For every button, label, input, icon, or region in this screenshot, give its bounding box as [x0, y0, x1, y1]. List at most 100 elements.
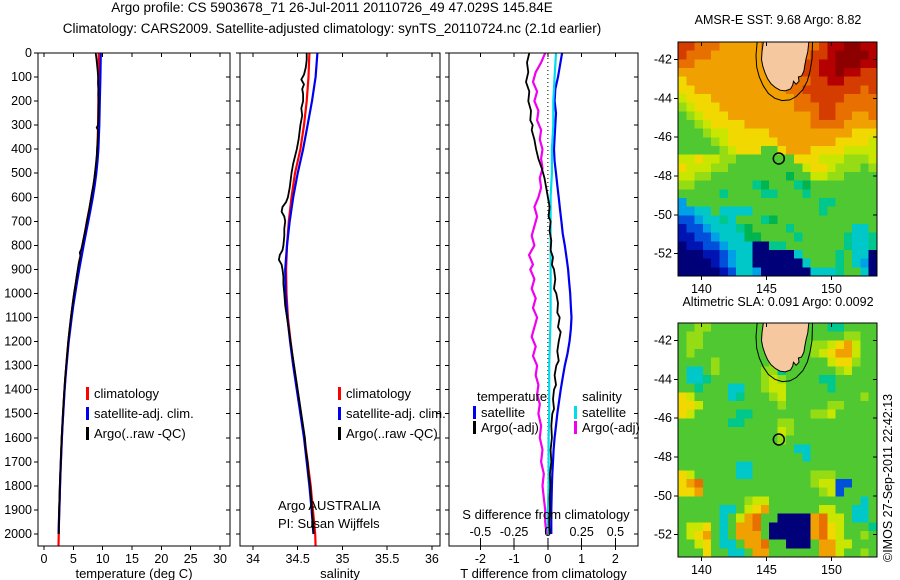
- svg-text:-1: -1: [509, 552, 520, 566]
- float-position-marker: [772, 433, 786, 446]
- svg-text:34: 34: [246, 552, 260, 566]
- svg-text:satellite: satellite: [582, 405, 626, 420]
- svg-text:-50: -50: [654, 489, 672, 503]
- svg-text:-44: -44: [654, 372, 672, 386]
- legend-swatch: [86, 387, 89, 400]
- svg-text:700: 700: [11, 214, 32, 228]
- temperature-panel: 0100200300400500600700800900100011001200…: [4, 46, 231, 580]
- svg-text:Argo(..raw -QC): Argo(..raw -QC): [94, 426, 186, 441]
- float-position-marker: [772, 152, 786, 165]
- legend-swatch: [338, 407, 341, 420]
- svg-text:satellite-adj. clim.: satellite-adj. clim.: [346, 406, 446, 421]
- svg-text:0.25: 0.25: [569, 525, 593, 539]
- svg-text:500: 500: [11, 166, 32, 180]
- svg-text:5: 5: [70, 552, 77, 566]
- svg-text:1400: 1400: [4, 383, 32, 397]
- svg-text:25: 25: [184, 552, 198, 566]
- svg-text:satellite-adj. clim.: satellite-adj. clim.: [94, 406, 194, 421]
- svg-text:140: 140: [691, 563, 712, 577]
- svg-text:temperature: temperature: [477, 389, 547, 404]
- svg-text:150: 150: [821, 563, 842, 577]
- svg-text:600: 600: [11, 190, 32, 204]
- svg-text:climatology: climatology: [346, 386, 412, 401]
- svg-text:100: 100: [11, 70, 32, 84]
- sla-map: 140 145 150 -42 -44 -46 -48 -50 -52: [654, 322, 878, 577]
- series-climatology: [57, 52, 100, 547]
- difference-panel: -2 -1 0 1 2T difference from climatology temp…: [445, 52, 640, 580]
- svg-text:145: 145: [756, 563, 777, 577]
- svg-text:1: 1: [578, 552, 585, 566]
- series-argo-raw: [277, 53, 315, 535]
- svg-text:15: 15: [125, 552, 139, 566]
- series-argo-T-diff: [525, 52, 562, 535]
- svg-text:300: 300: [11, 118, 32, 132]
- svg-text:-52: -52: [654, 528, 672, 542]
- tasmania-land: [760, 323, 810, 373]
- svg-text:salinity: salinity: [320, 566, 360, 580]
- svg-text:10: 10: [96, 552, 110, 566]
- page-title: Argo profile: CS 5903678_71 26-Jul-2011 …: [111, 0, 553, 15]
- legend-swatch: [473, 421, 476, 434]
- svg-text:1500: 1500: [4, 407, 32, 421]
- svg-text:35: 35: [336, 552, 350, 566]
- legend-swatch: [473, 406, 476, 419]
- series-argo-raw: [57, 52, 100, 535]
- svg-text:150: 150: [821, 282, 842, 296]
- sst-map: 140 145 150 -42 -44 -46 -48 -50 -52: [654, 41, 878, 296]
- svg-text:1600: 1600: [4, 431, 32, 445]
- svg-text:-52: -52: [654, 247, 672, 261]
- tasmania-land: [760, 42, 810, 92]
- legend-swatch: [574, 406, 577, 419]
- svg-text:Argo AUSTRALIA: Argo AUSTRALIA: [278, 498, 381, 513]
- legend-swatch: [86, 427, 89, 440]
- svg-text:salinity: salinity: [582, 389, 622, 404]
- salinity-panel: 34 34.5 35 35.5 36 salinity climatology satelli…: [236, 52, 446, 580]
- svg-text:-50: -50: [654, 208, 672, 222]
- svg-text:0: 0: [544, 552, 551, 566]
- svg-text:Argo(-adj): Argo(-adj): [582, 420, 640, 435]
- svg-text:-46: -46: [654, 130, 672, 144]
- svg-text:satellite: satellite: [481, 405, 525, 420]
- svg-text:S difference from climatology: S difference from climatology: [462, 507, 630, 522]
- svg-text:1800: 1800: [4, 479, 32, 493]
- coast-contour: [755, 323, 814, 383]
- svg-text:30: 30: [213, 552, 227, 566]
- series-argo-S-diff: [527, 52, 548, 535]
- svg-text:800: 800: [11, 238, 32, 252]
- svg-text:-46: -46: [654, 411, 672, 425]
- svg-text:PI: Susan Wijffels: PI: Susan Wijffels: [278, 516, 380, 531]
- svg-text:0: 0: [544, 525, 551, 539]
- svg-text:-2: -2: [475, 552, 486, 566]
- sst-map-title: AMSR-E SST: 9.68 Argo: 8.82: [694, 13, 862, 27]
- svg-text:-48: -48: [654, 169, 672, 183]
- svg-text:145: 145: [756, 282, 777, 296]
- svg-text:1700: 1700: [4, 455, 32, 469]
- coast-contour: [755, 42, 814, 102]
- sla-map-title: Altimetric SLA: 0.091 Argo: 0.0092: [682, 295, 874, 309]
- svg-text:1300: 1300: [4, 359, 32, 373]
- svg-text:1900: 1900: [4, 503, 32, 517]
- svg-text:0: 0: [25, 46, 32, 60]
- svg-text:140: 140: [691, 282, 712, 296]
- svg-text:temperature (deg C): temperature (deg C): [75, 566, 192, 580]
- legend-swatch: [338, 387, 341, 400]
- svg-text:Argo(..raw -QC): Argo(..raw -QC): [346, 426, 438, 441]
- svg-text:-42: -42: [654, 333, 672, 347]
- svg-text:-44: -44: [654, 91, 672, 105]
- svg-text:T difference from climatology: T difference from climatology: [460, 566, 627, 580]
- svg-text:2000: 2000: [4, 527, 32, 541]
- svg-text:34.5: 34.5: [286, 552, 310, 566]
- svg-text:0: 0: [41, 552, 48, 566]
- svg-text:-0.25: -0.25: [500, 525, 529, 539]
- svg-text:-0.5: -0.5: [470, 525, 492, 539]
- svg-text:0.5: 0.5: [607, 525, 624, 539]
- series-satellite-adj-clim: [57, 52, 102, 535]
- legend-swatch: [86, 407, 89, 420]
- page-subtitle: Climatology: CARS2009. Satellite-adjuste…: [62, 21, 602, 36]
- svg-text:20: 20: [154, 552, 168, 566]
- svg-text:1000: 1000: [4, 286, 32, 300]
- svg-text:-42: -42: [654, 52, 672, 66]
- svg-text:2: 2: [612, 552, 619, 566]
